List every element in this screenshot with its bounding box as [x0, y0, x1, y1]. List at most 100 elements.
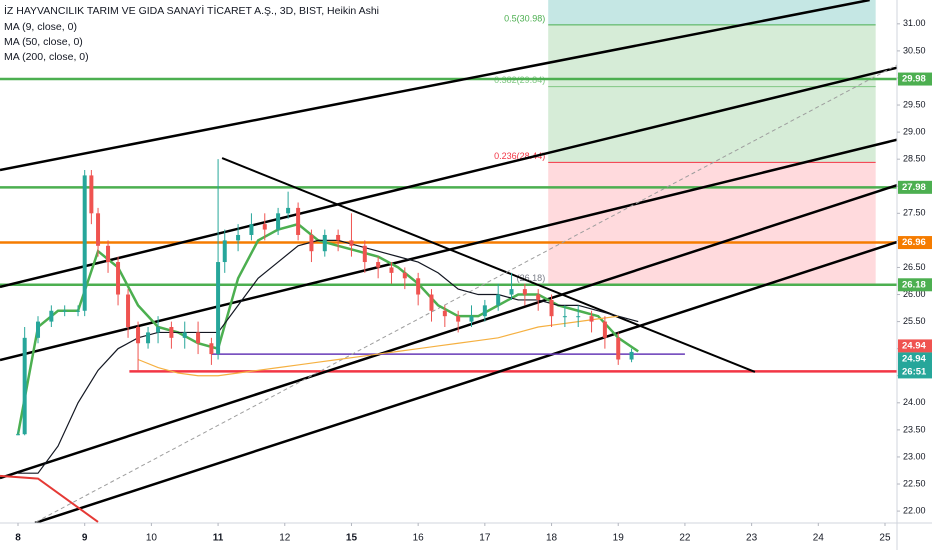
candle-body [496, 294, 501, 306]
candle-body [49, 310, 54, 322]
x-tick-label: 17 [479, 533, 491, 544]
level-tag-label: 26.96 [902, 237, 926, 248]
candle-body [616, 337, 621, 360]
candle-body [469, 316, 474, 322]
chart-title: İZ HAYVANCILIK TARIM VE GIDA SANAYİ TİCA… [4, 4, 379, 17]
moving-average [137, 315, 619, 377]
candle-body [522, 289, 527, 295]
y-tick-label: 22.50 [903, 478, 926, 488]
candle-body [156, 327, 161, 333]
fib-label: (26.18) [517, 273, 546, 283]
candle-body [209, 343, 214, 355]
x-tick-label: 9 [82, 533, 88, 544]
candle-body [402, 272, 407, 279]
candle-body [562, 316, 567, 318]
y-tick-label: 29.50 [903, 99, 926, 109]
candle-body [576, 316, 581, 318]
candle-body [322, 234, 327, 252]
candle-body [509, 289, 514, 295]
y-tick-label: 27.50 [903, 208, 926, 218]
trend-line [34, 240, 897, 523]
y-tick-label: 26.00 [903, 289, 926, 299]
candle-body [442, 310, 447, 317]
candle-body [222, 240, 227, 263]
candle-body [96, 213, 101, 246]
candle-body [236, 234, 241, 241]
candle-body [309, 234, 314, 252]
price-tag-label: 24.94 [902, 340, 926, 351]
candle-body [589, 316, 594, 322]
legend-entry: MA (200, close, 0) [4, 51, 89, 63]
y-tick-label: 31.00 [903, 18, 926, 28]
legend-entry: MA (9, close, 0) [4, 21, 77, 33]
x-tick-label: 22 [679, 533, 691, 544]
candle-body [196, 332, 201, 344]
candle-body [336, 234, 341, 241]
legend-entry: MA (50, close, 0) [4, 36, 83, 48]
candle-body [136, 327, 141, 344]
candle-body [62, 310, 67, 312]
trend-line [221, 157, 756, 373]
trend-line [0, 0, 870, 172]
candle-body [296, 207, 301, 235]
candle-body [116, 262, 121, 295]
candle-body [146, 332, 151, 344]
y-tick-label: 26.50 [903, 262, 926, 272]
x-tick-label: 18 [546, 533, 558, 544]
x-tick-label: 12 [279, 533, 291, 544]
x-tick-label: 19 [613, 533, 625, 544]
x-tick-label: 15 [346, 533, 358, 544]
fib-zone [548, 0, 876, 25]
candle-body [456, 316, 461, 322]
y-tick-label: 25.50 [903, 316, 926, 326]
candle-body [106, 245, 111, 263]
countdown-label: 26:51 [902, 366, 927, 377]
level-tag-label: 29.98 [902, 74, 926, 85]
level-tag [898, 180, 932, 194]
y-tick-label: 28.50 [903, 154, 926, 164]
level-tag-label: 26.18 [902, 279, 926, 290]
candle-body [216, 262, 221, 355]
candle-body [416, 278, 421, 295]
price-tag [898, 339, 932, 353]
candle-body [349, 240, 354, 246]
candle-body [82, 175, 87, 311]
level-tag [898, 236, 932, 250]
x-tick-label: 8 [15, 533, 21, 544]
candle-body [126, 294, 131, 328]
candle-body [249, 224, 254, 235]
y-tick-label: 23.00 [903, 451, 926, 461]
candle-body [36, 321, 41, 338]
candle-body [536, 294, 541, 300]
fib-label: 0.5(30.98) [504, 13, 545, 23]
x-tick-label: 11 [213, 533, 224, 544]
axes: 22.0022.5023.0023.5024.0024.5025.0025.50… [15, 18, 932, 544]
candle-body [629, 351, 634, 360]
candle-body [276, 213, 281, 230]
y-tick-label: 24.00 [903, 397, 926, 407]
trend-line [0, 66, 897, 289]
candle-body [169, 327, 174, 338]
plot-area: 0.5(30.98)0.382(29.84)0.236(28.44)(26.18… [0, 0, 897, 523]
price-tag-label: 24.94 [902, 353, 926, 364]
y-tick-label: 29.00 [903, 126, 926, 136]
candle-body [182, 332, 187, 338]
legend: İZ HAYVANCILIK TARIM VE GIDA SANAYİ TİCA… [4, 4, 379, 63]
fib-zone [548, 162, 876, 285]
x-tick-label: 24 [813, 533, 825, 544]
candle-body [286, 207, 291, 214]
trend-line [0, 474, 99, 523]
trend-line [0, 183, 897, 480]
x-tick-label: 10 [146, 533, 158, 544]
moving-average [18, 239, 639, 474]
candle-body [89, 175, 94, 214]
level-tag [898, 278, 932, 292]
candle-body [602, 321, 607, 338]
candle-body [22, 337, 27, 435]
price-tag [898, 352, 932, 379]
y-tick-label: 30.50 [903, 45, 926, 55]
fib-label: 0.236(28.44) [494, 151, 545, 161]
candle-body [76, 310, 81, 312]
candle-body [482, 305, 487, 317]
